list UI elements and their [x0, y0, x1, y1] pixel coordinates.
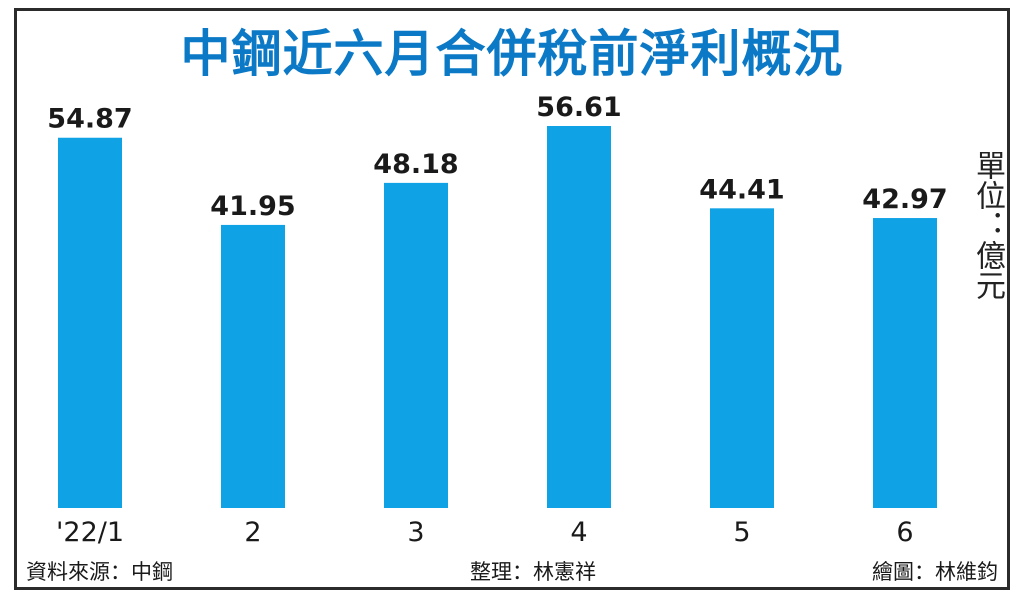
x-tick-label-2: 3: [407, 517, 424, 548]
bar-value-label-0: 54.87: [47, 104, 132, 135]
x-tick-label-5: 6: [896, 517, 913, 548]
bar-3: [547, 126, 611, 508]
x-tick-label-4: 5: [733, 517, 750, 548]
compiler-credit: 整理：林憲祥: [470, 560, 596, 584]
source-credit: 資料來源：中鋼: [26, 560, 173, 584]
x-tick-label-1: 2: [244, 517, 261, 548]
bar-4: [710, 208, 774, 508]
bar-value-label-5: 42.97: [862, 184, 947, 215]
x-tick-label-0: '22/1: [56, 517, 124, 548]
chart-frame: [14, 8, 1010, 590]
bar-value-label-3: 56.61: [536, 92, 621, 123]
bar-2: [384, 182, 448, 508]
bar-5: [873, 218, 937, 508]
illustrator-credit: 繪圖：林維鈞: [872, 560, 998, 584]
chart-title: 中鋼近六月合併稅前淨利概況: [180, 25, 844, 83]
bar-value-label-4: 44.41: [699, 174, 784, 205]
unit-label: 單位：億元: [970, 150, 1005, 300]
bar-0: [58, 137, 122, 508]
bar-1: [221, 224, 285, 509]
x-tick-label-3: 4: [570, 517, 587, 548]
bar-value-label-2: 48.18: [373, 149, 458, 180]
bar-value-label-1: 41.95: [210, 191, 295, 222]
